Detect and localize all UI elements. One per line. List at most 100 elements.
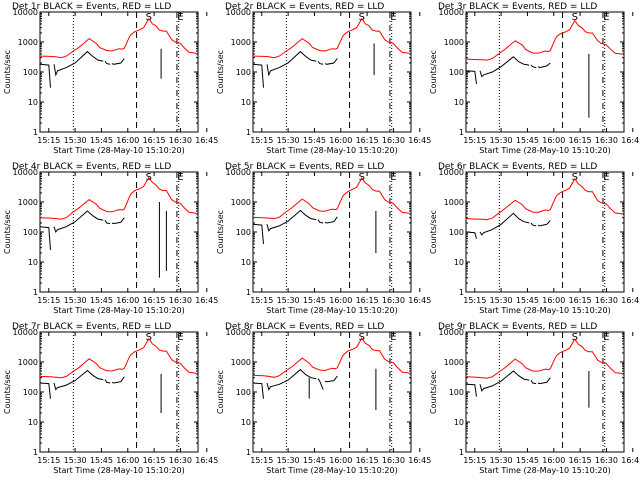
x-tick-label: 15:45 [90,296,113,305]
y-axis-label: Counts/sec [429,210,438,254]
x-tick-label: 15:30 [277,456,300,465]
x-tick-label: 16:45 [408,136,431,145]
events-series-segment [324,216,338,224]
x-tick-label: 16:15 [569,136,592,145]
x-tick-label: 15:45 [516,456,539,465]
end-marker-label: E [603,332,609,343]
x-tick-label: 16:30 [169,136,192,145]
x-axis-label: Start Time (28-May-10 15:10:20) [479,306,610,315]
x-tick-label: 16:30 [595,136,618,145]
x-tick-label: 16:30 [382,136,405,145]
x-tick-label: 15:30 [64,136,87,145]
x-tick-label: 15:15 [250,456,273,465]
detector-panel: Det 5r BLACK = Events, RED = LLD 1 10 100 10… [216,162,431,315]
y-tick-label: 10 [28,258,38,267]
events-series-segment [53,210,104,234]
y-tick-label: 10 [454,98,464,107]
events-series-segment [465,383,477,397]
x-tick-label: 16:45 [195,136,218,145]
x-tick-label: 16:15 [143,136,166,145]
y-tick-label: 1 [246,128,251,137]
lld-series-line [465,177,623,221]
x-tick-label: 16:45 [408,456,431,465]
events-series-segment [465,70,477,84]
end-marker-label: E [177,332,183,343]
x-tick-label: 16:00 [329,296,352,305]
x-tick-label: 16:30 [595,296,618,305]
y-tick-label: 100 [23,228,38,237]
panel-title: Det 1r BLACK = Events, RED = LLD [12,2,171,12]
y-tick-label: 10000 [13,168,38,177]
y-axis-label: Counts/sec [429,50,438,94]
x-axis-label: Start Time (28-May-10 15:10:20) [479,466,610,475]
events-series-segment [530,379,537,385]
x-axis-label: Start Time (28-May-10 15:10:20) [53,306,184,315]
x-tick-label: 16:15 [356,296,379,305]
y-tick-label: 10000 [439,8,464,17]
detector-panel: Det 3r BLACK = Events, RED = LLD 1 10 100 10… [429,2,640,155]
x-tick-label: 16:30 [382,296,405,305]
x-tick-label: 15:30 [490,296,513,305]
x-tick-label: 15:15 [250,296,273,305]
end-marker-label: E [177,172,183,183]
x-axis-label: Start Time (28-May-10 15:10:20) [53,146,184,155]
lld-series-line [252,337,410,378]
y-tick-label: 100 [449,228,464,237]
y-tick-label: 10000 [439,168,464,177]
events-series-segment [465,231,477,239]
y-tick-label: 100 [236,68,251,77]
end-marker-label: E [390,332,396,343]
events-series-segment [266,209,317,232]
y-tick-label: 10 [241,98,251,107]
start-marker-label: S [359,12,365,23]
x-axis-label: Start Time (28-May-10 15:10:20) [266,466,397,475]
x-tick-label: 16:00 [116,136,139,145]
events-series-segment [317,60,324,65]
x-axis-label: Start Time (28-May-10 15:10:20) [53,466,184,475]
y-tick-label: 1000 [444,198,464,207]
y-tick-label: 10 [454,258,464,267]
events-series-segment [111,217,125,225]
detector-panel: Det 6r BLACK = Events, RED = LLD 1 10 100 10… [429,162,640,315]
x-tick-label: 16:45 [621,296,640,305]
y-axis-label: Counts/sec [429,370,438,414]
x-tick-label: 16:30 [382,456,405,465]
events-series-segment [39,63,51,88]
x-tick-label: 16:15 [569,456,592,465]
start-marker-label: S [146,332,152,343]
end-marker-label: E [390,172,396,183]
panel-title: Det 4r BLACK = Events, RED = LLD [12,162,171,172]
x-tick-label: 15:15 [37,456,60,465]
x-tick-label: 15:45 [303,296,326,305]
y-tick-label: 10 [28,98,38,107]
y-tick-label: 100 [449,388,464,397]
lld-series-line [465,19,623,61]
panel-title: Det 3r BLACK = Events, RED = LLD [438,2,597,12]
x-tick-label: 16:15 [569,296,592,305]
lld-series-line [39,176,197,220]
events-series-segment [39,226,51,251]
start-marker-label: S [572,12,578,23]
x-tick-label: 16:00 [116,296,139,305]
start-marker-label: S [572,172,578,183]
y-tick-label: 1 [459,288,464,297]
y-tick-label: 1 [33,128,38,137]
y-tick-label: 1 [246,288,251,297]
events-series-segment [53,369,104,391]
x-tick-label: 16:45 [195,296,218,305]
x-tick-label: 16:15 [356,456,379,465]
y-tick-label: 1 [459,448,464,457]
x-tick-label: 15:30 [277,136,300,145]
x-tick-label: 15:15 [37,296,60,305]
events-series-segment [266,368,317,391]
lld-series-line [39,337,197,379]
events-series-segment [252,382,264,399]
lld-series-line [252,17,410,59]
x-tick-label: 15:15 [463,296,486,305]
end-marker-label: E [177,12,183,23]
y-tick-label: 1000 [18,358,38,367]
detector-panel: Det 4r BLACK = Events, RED = LLD 1 10 100 10… [3,162,218,315]
x-tick-label: 16:30 [169,296,192,305]
